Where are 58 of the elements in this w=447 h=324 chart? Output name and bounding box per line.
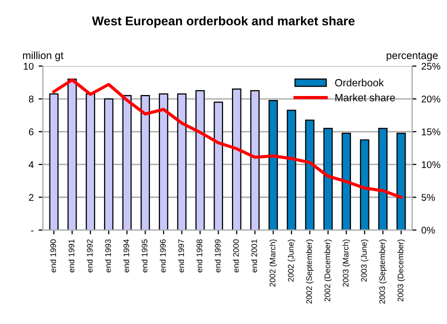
chart-title: West European orderbook and market share — [92, 16, 355, 28]
x-tick-label: 2003 (September) — [379, 240, 387, 304]
bar — [86, 93, 96, 230]
x-tick-label: end 1993 — [104, 239, 111, 272]
y-tick-label: 8 — [28, 96, 34, 103]
bar — [323, 128, 333, 230]
legend-label: Market share — [335, 94, 395, 102]
bar — [232, 88, 242, 230]
bar — [122, 95, 132, 230]
y-axis-title: million gt — [23, 51, 64, 62]
bar — [305, 120, 314, 230]
y2-axis-title: percentage — [386, 52, 438, 62]
x-tick-label: 2002 (June) — [288, 240, 296, 282]
bar — [214, 102, 224, 230]
x-tick-label: 2002 (March) — [269, 240, 277, 287]
x-tick-label: end 1998 — [196, 239, 202, 272]
y2-tick-label: 25% — [422, 62, 440, 70]
x-tick-label: 2003 (June) — [360, 240, 368, 282]
x-tick-label: end 1991 — [68, 239, 74, 272]
x-tick-label: end 1996 — [160, 239, 166, 272]
y-tick-label: 6 — [28, 128, 34, 136]
x-tick-label: end 1997 — [178, 239, 184, 272]
y-tick-label: - — [31, 230, 34, 232]
y2-tick-label: 20% — [422, 96, 440, 103]
bar — [286, 110, 296, 230]
y-tick-label: 2 — [28, 194, 34, 201]
x-tick-label: end 1990 — [50, 239, 56, 272]
x-tick-label: 2003 (December) — [397, 240, 405, 302]
x-tick-label: end 1994 — [123, 239, 130, 272]
x-tick-label: end 1999 — [214, 239, 221, 272]
bar — [140, 95, 150, 230]
y2-tick-label: 15% — [422, 128, 440, 136]
x-tick-label: 2002 (September) — [306, 240, 314, 304]
x-tick-label: end 2000 — [232, 239, 239, 272]
bar — [268, 100, 278, 230]
y-tick-label: 4 — [28, 161, 34, 168]
bar — [342, 132, 351, 230]
x-tick-label: 2003 (March) — [342, 240, 350, 287]
x-tick-label: end 2001 — [251, 239, 258, 272]
y2-tick-label: 0% — [422, 226, 435, 234]
bar — [158, 93, 168, 230]
y-tick-label: 10 — [24, 62, 34, 70]
bar — [378, 128, 388, 230]
bar — [250, 90, 260, 230]
x-tick-label: end 1995 — [142, 239, 148, 272]
y2-tick-label: 5% — [422, 194, 435, 201]
bar — [67, 78, 77, 230]
bar — [360, 139, 370, 230]
legend-label: Orderbook — [335, 78, 384, 86]
bar — [396, 132, 406, 230]
bar — [195, 90, 205, 230]
bar — [104, 98, 114, 230]
y2-tick-label: 10% — [422, 161, 440, 168]
line-series — [52, 78, 403, 199]
x-tick-label: end 1992 — [86, 239, 93, 272]
bar — [49, 93, 59, 230]
bar — [177, 93, 186, 230]
x-tick-label: 2002 (December) — [324, 240, 332, 302]
